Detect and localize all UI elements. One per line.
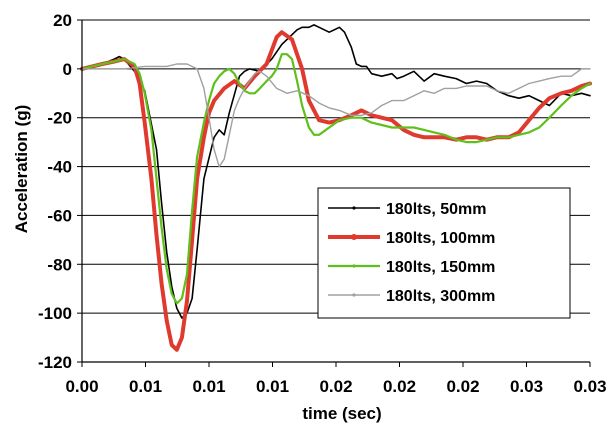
y-tick-label: -80 bbox=[47, 255, 72, 274]
x-axis-title: time (sec) bbox=[302, 404, 381, 423]
series-line-4 bbox=[81, 63, 591, 168]
legend-marker-2 bbox=[351, 234, 357, 240]
x-tick-label: 0.03 bbox=[510, 377, 543, 396]
x-tick-label: 0.01 bbox=[192, 377, 225, 396]
legend: 180lts, 50mm 180lts, 100mm 180lts, 150mm 18… bbox=[317, 187, 571, 319]
x-tick-label: 0.02 bbox=[319, 377, 352, 396]
tick-labels: 20 0 -20 -40 -60 -80 -100 -120 0.00 0.01 0.01 0.01 0… bbox=[38, 11, 607, 396]
legend-box bbox=[317, 187, 571, 319]
x-tick-label: 0.00 bbox=[65, 377, 98, 396]
axes bbox=[77, 19, 591, 367]
series-line-3 bbox=[80, 53, 592, 305]
y-tick-label: -40 bbox=[47, 158, 72, 177]
legend-label-3: 180lts, 150mm bbox=[386, 259, 495, 276]
y-tick-label: -60 bbox=[47, 206, 72, 225]
x-tick-label: 0.02 bbox=[446, 377, 479, 396]
legend-marker-4 bbox=[352, 293, 356, 297]
x-tick-label: 0.01 bbox=[129, 377, 162, 396]
series-lines bbox=[80, 24, 592, 352]
x-tick-label: 0.02 bbox=[383, 377, 416, 396]
y-tick-label: 20 bbox=[53, 11, 72, 30]
y-tick-label: -100 bbox=[38, 304, 72, 323]
x-tick-label: 0.03 bbox=[573, 377, 606, 396]
y-tick-label: 0 bbox=[63, 60, 72, 79]
legend-label-4: 180lts, 300mm bbox=[386, 288, 495, 305]
legend-label-1: 180lts, 50mm bbox=[386, 201, 487, 218]
y-tick-label: -120 bbox=[38, 353, 72, 372]
y-axis-title: Acceleration (g) bbox=[12, 105, 31, 233]
x-tick-label: 0.01 bbox=[256, 377, 289, 396]
y-tick-label: -20 bbox=[47, 109, 72, 128]
legend-label-2: 180lts, 100mm bbox=[386, 230, 495, 247]
legend-marker-3 bbox=[352, 264, 356, 268]
legend-marker-1 bbox=[352, 206, 356, 210]
